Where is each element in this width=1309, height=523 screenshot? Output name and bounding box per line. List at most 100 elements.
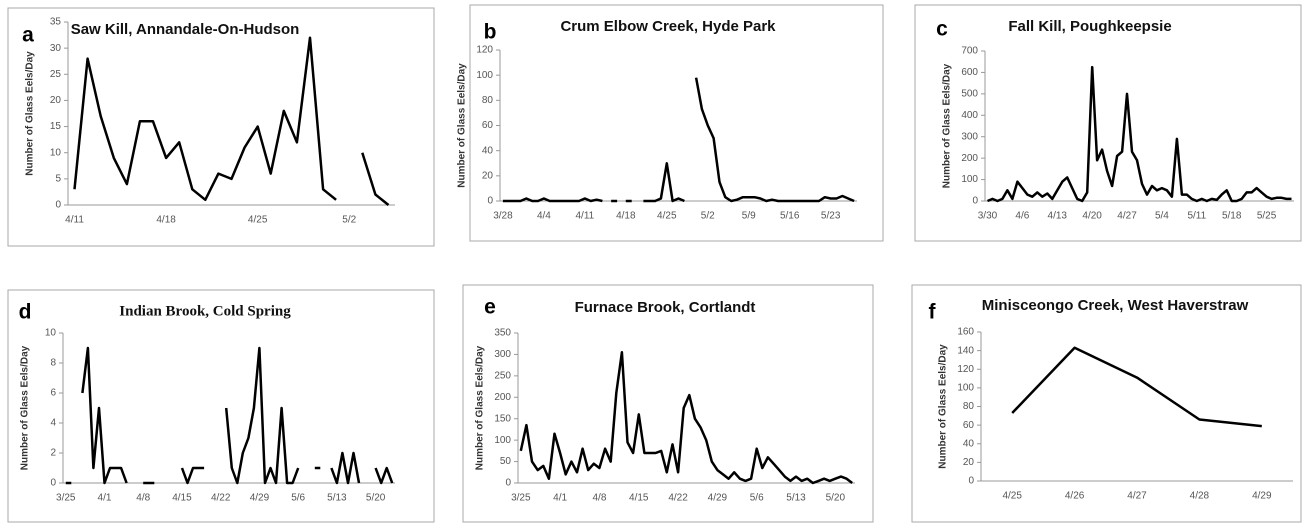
x-tick-label: 5/25	[1257, 211, 1277, 222]
y-tick-label: 200	[961, 153, 978, 164]
panel-frame	[7, 289, 435, 523]
x-tick-label: 4/8	[592, 493, 606, 504]
y-tick-label: 100	[476, 70, 493, 81]
x-tick-label: 4/27	[1127, 491, 1147, 502]
y-tick-label: 80	[482, 95, 494, 106]
data-line	[330, 451, 361, 485]
x-tick-label: 3/25	[511, 493, 531, 504]
y-tick-label: 120	[476, 45, 493, 56]
x-tick-label: 4/18	[156, 215, 176, 226]
y-tick-label: 80	[963, 401, 975, 412]
y-tick-label: 500	[961, 88, 978, 99]
data-line	[180, 466, 205, 485]
panel-frame	[7, 7, 435, 247]
y-tick-label: 0	[50, 478, 56, 489]
y-tick-label: 350	[494, 328, 511, 339]
y-axis-label: Number of Glass Eels/Day	[942, 63, 953, 188]
x-tick-label: 5/20	[826, 493, 846, 504]
x-tick-label: 4/15	[172, 493, 192, 504]
x-tick-label: 4/20	[1082, 211, 1102, 222]
y-axis-label: Number of Glass Eels/Day	[457, 63, 468, 188]
x-tick-label: 4/27	[1117, 211, 1137, 222]
x-tick-label: 4/11	[575, 211, 594, 222]
chart-title: Indian Brook, Cold Spring	[119, 303, 291, 319]
data-line	[502, 197, 603, 203]
x-tick-label: 4/11	[65, 215, 84, 226]
y-tick-label: 2	[50, 448, 56, 459]
y-axis-label: Number of Glass Eels/Day	[25, 51, 36, 176]
panel-frame	[469, 4, 884, 242]
panel-letter: a	[22, 24, 34, 47]
y-tick-label: 0	[55, 200, 61, 211]
y-axis-label: Number of Glass Eels/Day	[475, 345, 486, 470]
y-tick-label: 5	[55, 173, 61, 184]
x-tick-label: 5/13	[786, 493, 806, 504]
y-tick-label: 25	[50, 69, 62, 80]
x-tick-label: 4/25	[657, 211, 677, 222]
x-tick-label: 4/26	[1065, 491, 1085, 502]
x-tick-label: 5/13	[327, 493, 347, 504]
x-tick-label: 4/29	[250, 493, 270, 504]
y-tick-label: 6	[50, 388, 56, 399]
data-line	[81, 346, 128, 485]
data-line	[643, 162, 685, 203]
x-tick-label: 4/29	[708, 493, 728, 504]
y-tick-label: 300	[961, 131, 978, 142]
x-tick-label: 5/16	[780, 211, 800, 222]
chart-title: Furnace Brook, Cortlandt	[575, 299, 756, 316]
y-tick-label: 20	[50, 95, 62, 106]
x-tick-label: 5/18	[1222, 211, 1242, 222]
y-tick-label: 140	[957, 345, 974, 356]
data-line	[374, 466, 394, 485]
y-tick-label: 700	[961, 46, 978, 57]
y-tick-label: 4	[50, 418, 56, 429]
y-tick-label: 30	[50, 43, 62, 54]
x-tick-label: 5/20	[366, 493, 386, 504]
x-tick-label: 5/2	[342, 215, 356, 226]
y-axis-label: Number of Glass Eels/Day	[938, 344, 949, 469]
y-tick-label: 400	[961, 110, 978, 121]
x-tick-label: 4/18	[616, 211, 636, 222]
y-axis-label: Number of Glass Eels/Day	[20, 345, 31, 470]
chart-title: Crum Elbow Creek, Hyde Park	[560, 18, 776, 35]
x-tick-label: 4/1	[98, 493, 112, 504]
y-tick-label: 40	[963, 438, 975, 449]
y-tick-label: 40	[482, 145, 494, 156]
panel-letter: f	[929, 301, 937, 324]
y-tick-label: 250	[494, 370, 511, 381]
y-tick-label: 8	[50, 358, 56, 369]
y-tick-label: 100	[957, 383, 974, 394]
x-tick-label: 4/8	[136, 493, 150, 504]
x-tick-label: 4/15	[629, 493, 649, 504]
y-tick-label: 20	[482, 170, 494, 181]
y-tick-label: 20	[963, 457, 975, 468]
data-line	[73, 36, 337, 202]
y-tick-label: 160	[957, 327, 974, 338]
y-tick-label: 0	[487, 196, 493, 207]
x-tick-label: 5/4	[1155, 211, 1169, 222]
x-tick-label: 4/25	[248, 215, 268, 226]
y-tick-label: 600	[961, 67, 978, 78]
x-tick-label: 5/23	[821, 211, 841, 222]
y-tick-label: 0	[972, 196, 978, 207]
chart-title: Saw Kill, Annandale-On-Hudson	[71, 21, 300, 38]
x-tick-label: 4/6	[1015, 211, 1029, 222]
y-tick-label: 0	[968, 476, 974, 487]
data-line	[361, 152, 390, 206]
x-tick-label: 4/1	[553, 493, 567, 504]
y-tick-label: 200	[494, 392, 511, 403]
y-tick-label: 100	[961, 174, 978, 185]
panel-frame	[911, 284, 1302, 523]
x-tick-label: 3/30	[978, 211, 998, 222]
x-tick-label: 4/22	[211, 493, 231, 504]
x-tick-label: 4/25	[1002, 491, 1022, 502]
panel-letter: e	[484, 296, 496, 319]
panel-frame	[914, 4, 1302, 242]
panel-letter: b	[484, 21, 497, 44]
x-tick-label: 4/13	[1048, 211, 1068, 222]
x-tick-label: 5/6	[291, 493, 305, 504]
data-line	[987, 65, 1292, 203]
y-tick-label: 60	[482, 120, 494, 131]
chart-title: Fall Kill, Poughkeepsie	[1008, 18, 1171, 35]
y-tick-label: 120	[957, 364, 974, 375]
